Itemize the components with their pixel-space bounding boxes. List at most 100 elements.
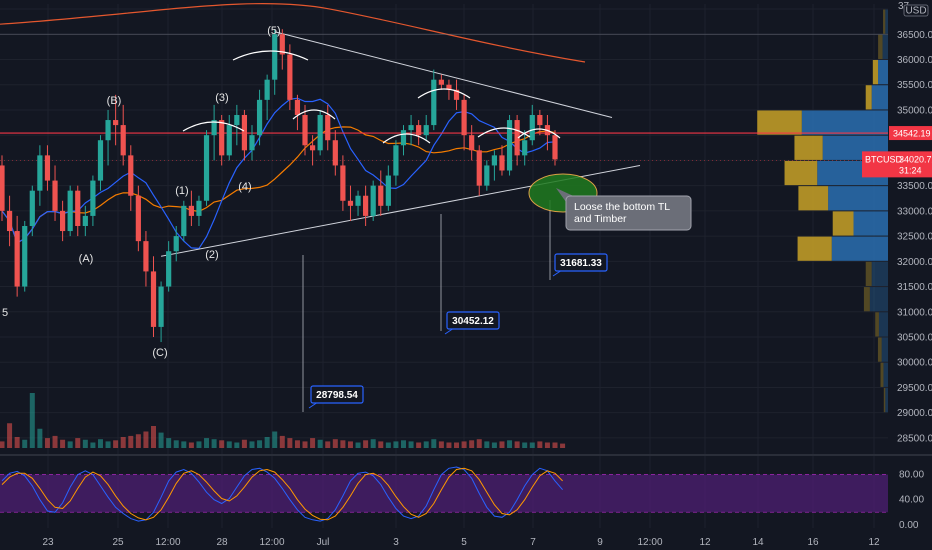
profile-bar-down — [883, 387, 886, 413]
volume-bar — [29, 393, 35, 448]
profile-bar-up — [801, 110, 888, 135]
volume-bar — [544, 442, 550, 448]
candle-body — [181, 205, 187, 237]
volume-bar — [499, 441, 505, 448]
target-box — [446, 311, 500, 330]
volume-bar — [400, 440, 406, 448]
candle-body — [219, 120, 225, 156]
stochastic-panel: 80.00 40.00 0.00 — [0, 466, 924, 531]
profile-bar-down — [875, 312, 879, 337]
ma-long-line — [0, 3, 586, 63]
currency-label: USD — [905, 6, 926, 17]
time-tick: Jul — [317, 537, 330, 548]
price-tick: 36000.00 — [897, 55, 932, 66]
candle-body — [211, 120, 217, 136]
volume-bar — [385, 442, 391, 448]
candle-body — [499, 155, 505, 171]
volume-bar — [90, 442, 96, 448]
profile-bar-up — [883, 362, 888, 387]
targets: 28798.54 30452.12 31681.33 — [302, 200, 608, 412]
time-tick: 12:00 — [259, 537, 284, 548]
volume-bar — [22, 439, 28, 448]
resistance-price-tag — [889, 126, 932, 141]
price-tick: 33000.00 — [897, 206, 932, 217]
candle-body — [332, 140, 338, 166]
profile-bar-up — [828, 186, 888, 211]
candle-body — [446, 84, 452, 90]
candle-body — [484, 165, 490, 186]
time-tick: 12 — [699, 537, 711, 548]
wave-arc — [182, 121, 245, 132]
candle-body — [393, 145, 399, 176]
stoch-tick: 80.00 — [899, 470, 924, 481]
volume-bar — [446, 442, 452, 448]
wave-label: (2) — [205, 249, 218, 261]
volume-bar — [431, 439, 437, 448]
time-tick: 12:00 — [637, 537, 662, 548]
candle-body — [416, 125, 422, 136]
candle-body — [453, 89, 460, 100]
annotation: Loose the bottom TL and Timber — [528, 173, 692, 231]
wave-label: 5 — [2, 307, 8, 319]
time-tick: 12:00 — [155, 537, 180, 548]
stoch-band — [0, 474, 888, 513]
profile-bar-up — [878, 312, 888, 337]
volume-bar — [469, 440, 475, 448]
volume-bar — [75, 438, 81, 448]
candle-body — [6, 210, 13, 232]
price-tick: 35000.00 — [897, 105, 932, 116]
volume-bar — [454, 442, 460, 448]
profile-bar-down — [757, 110, 802, 135]
wave-label: (C) — [152, 347, 167, 359]
candle-body — [203, 135, 210, 201]
resistance-price-label: 34542.19 — [893, 129, 931, 139]
candle-body — [514, 120, 520, 156]
time-tick: 16 — [807, 537, 819, 548]
price-tick: 29000.00 — [897, 408, 932, 419]
volume-bar — [135, 434, 141, 448]
volume-bar — [151, 426, 157, 448]
wave-label: (4) — [238, 181, 251, 193]
symbol-label: BTCUSD — [865, 154, 903, 164]
candle-body — [325, 115, 331, 141]
volume-bar — [317, 439, 323, 448]
volume-bar — [105, 441, 111, 448]
candle-body — [234, 115, 240, 126]
volume-bar — [173, 440, 179, 448]
target-box — [310, 385, 364, 404]
price-tick: 33500.00 — [897, 181, 932, 192]
candle-body — [340, 165, 346, 201]
last-price-label: 34020.72 — [899, 154, 932, 164]
wave-label: (B) — [107, 95, 122, 107]
price-tick: 31500.00 — [897, 282, 932, 293]
stoch-d-line — [1, 467, 563, 521]
candle-body — [150, 271, 157, 327]
candle-body — [469, 135, 475, 151]
candle-body — [75, 190, 81, 226]
price-tick: 36500.00 — [897, 30, 932, 41]
last-price-tag — [862, 151, 932, 178]
candle-body — [226, 125, 232, 156]
volume-bar — [120, 437, 126, 448]
candle-body — [128, 155, 134, 196]
upper-trendline — [274, 31, 613, 119]
volume-bar — [0, 441, 5, 448]
price-tick: 29500.00 — [897, 383, 932, 394]
profile-bar-down — [872, 60, 879, 85]
volume-bar — [241, 439, 247, 448]
wave-arc — [477, 127, 531, 138]
volume-bar — [166, 438, 172, 448]
volume-bar — [332, 439, 338, 448]
candle-body — [272, 34, 278, 80]
candle-body — [385, 175, 391, 206]
profile-bar-up — [878, 60, 888, 85]
time-tick: 3 — [393, 537, 399, 548]
profile-bar-down — [832, 211, 854, 236]
candle-body — [279, 34, 285, 55]
candle-body — [370, 185, 376, 216]
volume-bar — [552, 442, 558, 448]
time-tick: 23 — [42, 537, 54, 548]
wave-arc — [292, 109, 336, 120]
volume-bar — [522, 442, 528, 448]
